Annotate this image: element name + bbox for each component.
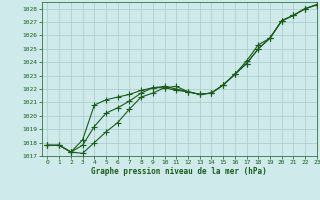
- X-axis label: Graphe pression niveau de la mer (hPa): Graphe pression niveau de la mer (hPa): [91, 167, 267, 176]
